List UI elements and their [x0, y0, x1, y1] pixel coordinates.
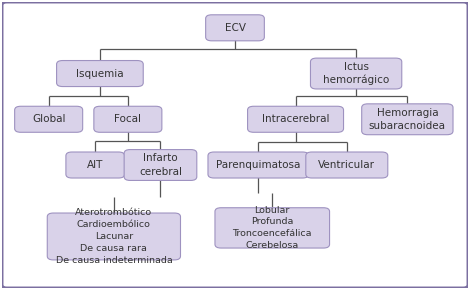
Text: ECV: ECV: [225, 23, 245, 33]
Text: AIT: AIT: [87, 160, 103, 170]
FancyBboxPatch shape: [124, 150, 197, 180]
FancyBboxPatch shape: [208, 152, 309, 178]
Text: Hemorragia
subaracnoidea: Hemorragia subaracnoidea: [369, 108, 446, 131]
FancyBboxPatch shape: [15, 106, 83, 132]
FancyBboxPatch shape: [2, 2, 468, 288]
FancyBboxPatch shape: [248, 106, 344, 132]
FancyBboxPatch shape: [47, 213, 180, 260]
Text: Global: Global: [32, 114, 65, 124]
Text: Parenquimatosa: Parenquimatosa: [216, 160, 300, 170]
FancyBboxPatch shape: [66, 152, 125, 178]
FancyBboxPatch shape: [206, 15, 264, 41]
FancyBboxPatch shape: [94, 106, 162, 132]
FancyBboxPatch shape: [215, 208, 329, 248]
Text: Lobular
Profunda
Troncoencefálica
Cerebelosa: Lobular Profunda Troncoencefálica Cerebe…: [233, 206, 312, 250]
Text: Intracerebral: Intracerebral: [262, 114, 329, 124]
FancyBboxPatch shape: [306, 152, 388, 178]
Text: Aterotrombótico
Cardioembólico
Lacunar
De causa rara
De causa indeterminada: Aterotrombótico Cardioembólico Lacunar D…: [55, 209, 172, 264]
Text: Infarto
cerebral: Infarto cerebral: [139, 153, 182, 177]
FancyBboxPatch shape: [56, 61, 143, 86]
Text: Isquemia: Isquemia: [76, 68, 124, 79]
FancyBboxPatch shape: [362, 104, 453, 135]
Text: Focal: Focal: [114, 114, 141, 124]
FancyBboxPatch shape: [311, 58, 402, 89]
Text: Ventricular: Ventricular: [318, 160, 376, 170]
Text: Ictus
hemorrágico: Ictus hemorrágico: [323, 61, 389, 86]
